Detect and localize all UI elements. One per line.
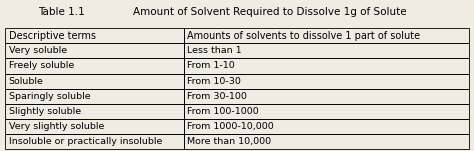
Text: Sparingly soluble: Sparingly soluble [9, 92, 90, 101]
Text: Very soluble: Very soluble [9, 46, 67, 55]
Bar [5, 134, 183, 149]
Bar [183, 104, 469, 119]
Bar [5, 43, 183, 58]
Text: Amounts of solvents to dissolve 1 part of solute: Amounts of solvents to dissolve 1 part o… [187, 31, 420, 40]
Bar [183, 74, 469, 89]
Bar [5, 74, 183, 89]
Bar [5, 119, 183, 134]
Bar [5, 89, 183, 104]
Text: Freely soluble: Freely soluble [9, 61, 74, 70]
Text: From 100-1000: From 100-1000 [187, 107, 259, 116]
Bar [183, 134, 469, 149]
Text: Very slightly soluble: Very slightly soluble [9, 122, 104, 131]
Bar [5, 28, 183, 43]
Text: From 30-100: From 30-100 [187, 92, 247, 101]
Text: More than 10,000: More than 10,000 [187, 137, 272, 146]
Text: From 1000-10,000: From 1000-10,000 [187, 122, 274, 131]
Bar [183, 89, 469, 104]
Text: Table 1.1: Table 1.1 [38, 7, 85, 17]
Text: Insoluble or practically insoluble: Insoluble or practically insoluble [9, 137, 162, 146]
Bar [183, 58, 469, 74]
Text: From 1-10: From 1-10 [187, 61, 235, 70]
Text: Slightly soluble: Slightly soluble [9, 107, 81, 116]
Text: Less than 1: Less than 1 [187, 46, 242, 55]
Bar [5, 104, 183, 119]
Bar [183, 28, 469, 43]
Text: Amount of Solvent Required to Dissolve 1g of Solute: Amount of Solvent Required to Dissolve 1… [133, 7, 407, 17]
Bar [5, 58, 183, 74]
Bar [183, 43, 469, 58]
Bar [183, 119, 469, 134]
Text: From 10-30: From 10-30 [187, 77, 241, 86]
Text: Soluble: Soluble [9, 77, 44, 86]
Text: Descriptive terms: Descriptive terms [9, 31, 96, 40]
